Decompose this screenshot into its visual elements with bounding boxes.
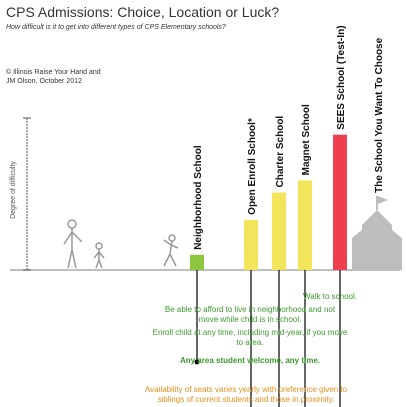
note: Walk to school. (303, 292, 357, 301)
bar (298, 180, 312, 270)
category-label: SEES School (Test-In) (336, 25, 347, 129)
category-label: Charter School (275, 116, 286, 188)
chart-subtitle: How difficult is it to get into differen… (6, 24, 226, 31)
bar (272, 192, 286, 270)
note: Be able to afford to live in neighborhoo… (164, 305, 336, 324)
note: Enroll child at any time, including mid-… (152, 328, 348, 347)
category-label: Neighborhood School (193, 145, 204, 250)
bar (244, 219, 258, 270)
axis-label: Degree of difficulty (10, 161, 17, 219)
note: Availability of seats varies yearly with… (144, 385, 348, 404)
category-label: Open Enroll School* (247, 118, 258, 215)
bar (333, 134, 347, 270)
chart-title: CPS Admissions: Choice, Location or Luck… (6, 4, 280, 20)
bar (190, 254, 204, 270)
category-label: Magnet School (301, 104, 312, 175)
category-label: The School You Want To Choose (374, 37, 385, 193)
school-icon (352, 196, 402, 270)
note: Any area student welcome, any time. (179, 356, 321, 365)
people-icon (63, 219, 179, 269)
drop-dot (194, 359, 200, 365)
credit: © Illinois Raise Your Hand and JM Olson,… (6, 69, 101, 85)
